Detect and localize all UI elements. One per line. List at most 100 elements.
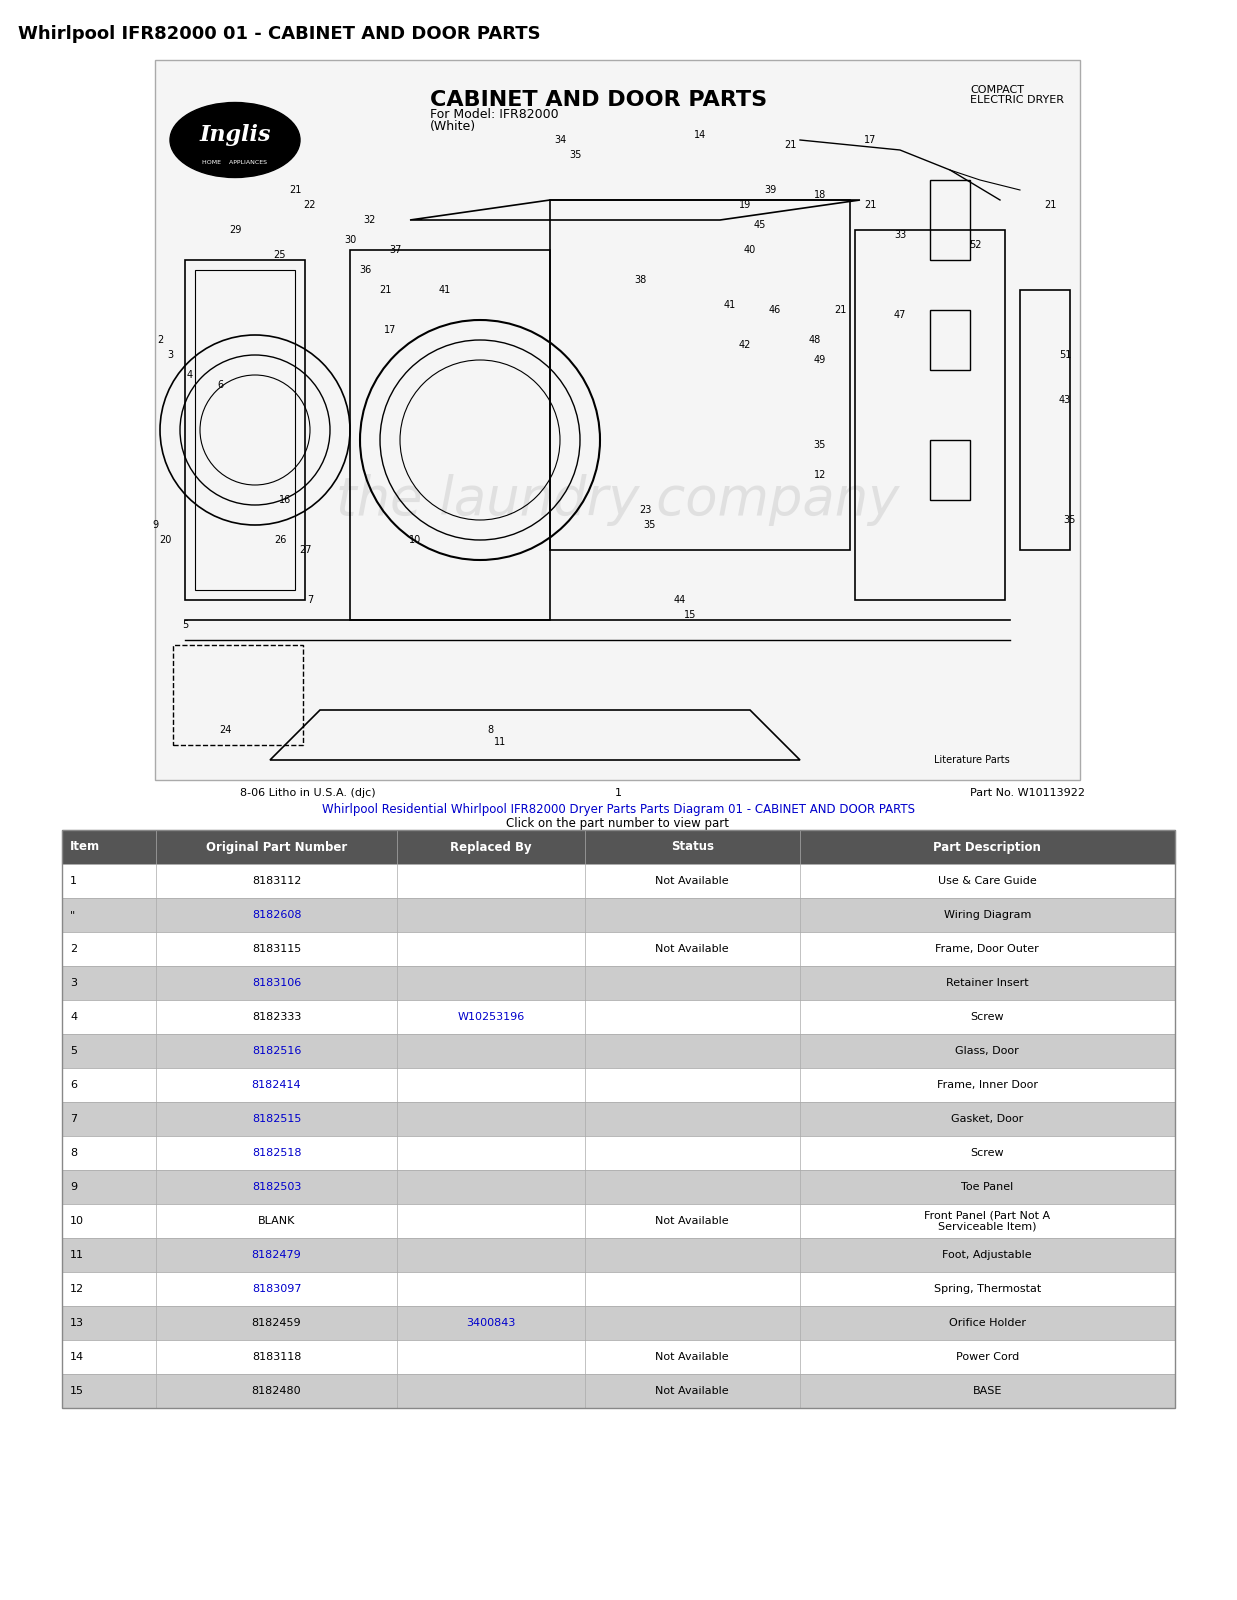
Text: 11: 11 (494, 738, 506, 747)
Text: Status: Status (670, 840, 714, 853)
Bar (62, 1203, 1175, 1238)
Text: Literature Parts: Literature Parts (934, 755, 1009, 765)
Text: Frame, Door Outer: Frame, Door Outer (935, 944, 1039, 954)
Text: Foot, Adjustable: Foot, Adjustable (943, 1250, 1032, 1261)
Text: the laundry company: the laundry company (336, 1024, 899, 1075)
Text: 35: 35 (1064, 515, 1076, 525)
Text: 10: 10 (71, 1216, 84, 1226)
Text: 29: 29 (229, 226, 241, 235)
Text: 49: 49 (814, 355, 826, 365)
Text: 13: 13 (71, 1318, 84, 1328)
Bar (62, 898, 1175, 931)
Text: 44: 44 (674, 595, 687, 605)
Text: 41: 41 (724, 301, 736, 310)
Text: 2: 2 (157, 334, 163, 346)
Text: 27: 27 (299, 546, 312, 555)
Text: 33: 33 (894, 230, 907, 240)
Text: 51: 51 (1059, 350, 1071, 360)
Text: 24: 24 (219, 725, 231, 734)
Text: 42: 42 (738, 341, 751, 350)
Text: Not Available: Not Available (656, 944, 729, 954)
Text: 17: 17 (383, 325, 396, 334)
Text: 8: 8 (71, 1149, 77, 1158)
Bar (855, 230, 1004, 600)
Text: 12: 12 (814, 470, 826, 480)
Text: 15: 15 (684, 610, 696, 619)
Text: 3: 3 (167, 350, 173, 360)
Text: Gasket, Door: Gasket, Door (951, 1114, 1023, 1123)
Text: 48: 48 (809, 334, 821, 346)
Text: 21: 21 (834, 306, 846, 315)
Text: Wiring Diagram: Wiring Diagram (944, 910, 1030, 920)
Text: Front Panel (Part Not A: Front Panel (Part Not A (924, 1211, 1050, 1221)
Bar (930, 179, 970, 259)
Text: Not Available: Not Available (656, 1352, 729, 1362)
Bar (62, 966, 1175, 1000)
Text: 36: 36 (359, 266, 371, 275)
Text: Part Description: Part Description (934, 840, 1042, 853)
Text: 1: 1 (615, 787, 621, 798)
Bar (62, 1272, 1175, 1306)
Bar (195, 270, 294, 590)
Text: COMPACT: COMPACT (970, 85, 1024, 94)
Text: 7: 7 (71, 1114, 77, 1123)
Text: 6: 6 (216, 379, 223, 390)
Text: 8182518: 8182518 (252, 1149, 302, 1158)
Text: 21: 21 (288, 186, 301, 195)
Text: HOME    APPLIANCES: HOME APPLIANCES (203, 160, 267, 165)
Text: 19: 19 (738, 200, 751, 210)
Bar (62, 830, 1175, 1408)
Bar (62, 1170, 1175, 1203)
Text: 3400843: 3400843 (466, 1318, 516, 1328)
Text: 34: 34 (554, 134, 567, 146)
Bar (155, 59, 1080, 781)
Bar (62, 1069, 1175, 1102)
Text: 11: 11 (71, 1250, 84, 1261)
Text: Click on the part number to view part: Click on the part number to view part (506, 818, 730, 830)
Text: Not Available: Not Available (656, 1386, 729, 1395)
Text: 43: 43 (1059, 395, 1071, 405)
Text: 25: 25 (273, 250, 286, 259)
Bar (62, 1341, 1175, 1374)
Text: 8182480: 8182480 (252, 1386, 302, 1395)
Text: 39: 39 (764, 186, 776, 195)
Text: Whirlpool IFR82000 01 - CABINET AND DOOR PARTS: Whirlpool IFR82000 01 - CABINET AND DOOR… (19, 26, 541, 43)
Text: Frame, Inner Door: Frame, Inner Door (936, 1080, 1038, 1090)
Text: 6: 6 (71, 1080, 77, 1090)
Text: 8182503: 8182503 (252, 1182, 302, 1192)
Text: 38: 38 (633, 275, 646, 285)
Bar (62, 830, 1175, 864)
Text: 2: 2 (71, 944, 77, 954)
Text: 18: 18 (814, 190, 826, 200)
Text: 5: 5 (182, 619, 188, 630)
Text: 5: 5 (71, 1046, 77, 1056)
Text: 17: 17 (863, 134, 876, 146)
Bar (1021, 290, 1070, 550)
Text: 32: 32 (364, 214, 376, 226)
Text: 8182479: 8182479 (251, 1250, 302, 1261)
Text: 8183106: 8183106 (252, 978, 301, 987)
Text: 8183115: 8183115 (252, 944, 301, 954)
Bar (62, 1374, 1175, 1408)
Text: 52: 52 (969, 240, 981, 250)
Text: 8182459: 8182459 (252, 1318, 302, 1328)
Ellipse shape (169, 102, 301, 178)
Text: Toe Panel: Toe Panel (961, 1182, 1013, 1192)
Text: 8183097: 8183097 (252, 1283, 302, 1294)
Bar (186, 259, 306, 600)
Text: the laundry company: the laundry company (336, 474, 899, 526)
Bar (62, 1306, 1175, 1341)
Text: Screw: Screw (971, 1149, 1004, 1158)
Text: 12: 12 (71, 1283, 84, 1294)
Text: 21: 21 (379, 285, 391, 294)
Bar (62, 1238, 1175, 1272)
Text: 14: 14 (694, 130, 706, 141)
Text: 22: 22 (304, 200, 317, 210)
Bar (62, 1034, 1175, 1069)
Text: For Model: IFR82000: For Model: IFR82000 (430, 109, 559, 122)
Text: 14: 14 (71, 1352, 84, 1362)
Text: 45: 45 (753, 219, 766, 230)
Text: 35: 35 (643, 520, 656, 530)
Text: 16: 16 (278, 494, 291, 506)
Text: ": " (71, 910, 75, 920)
